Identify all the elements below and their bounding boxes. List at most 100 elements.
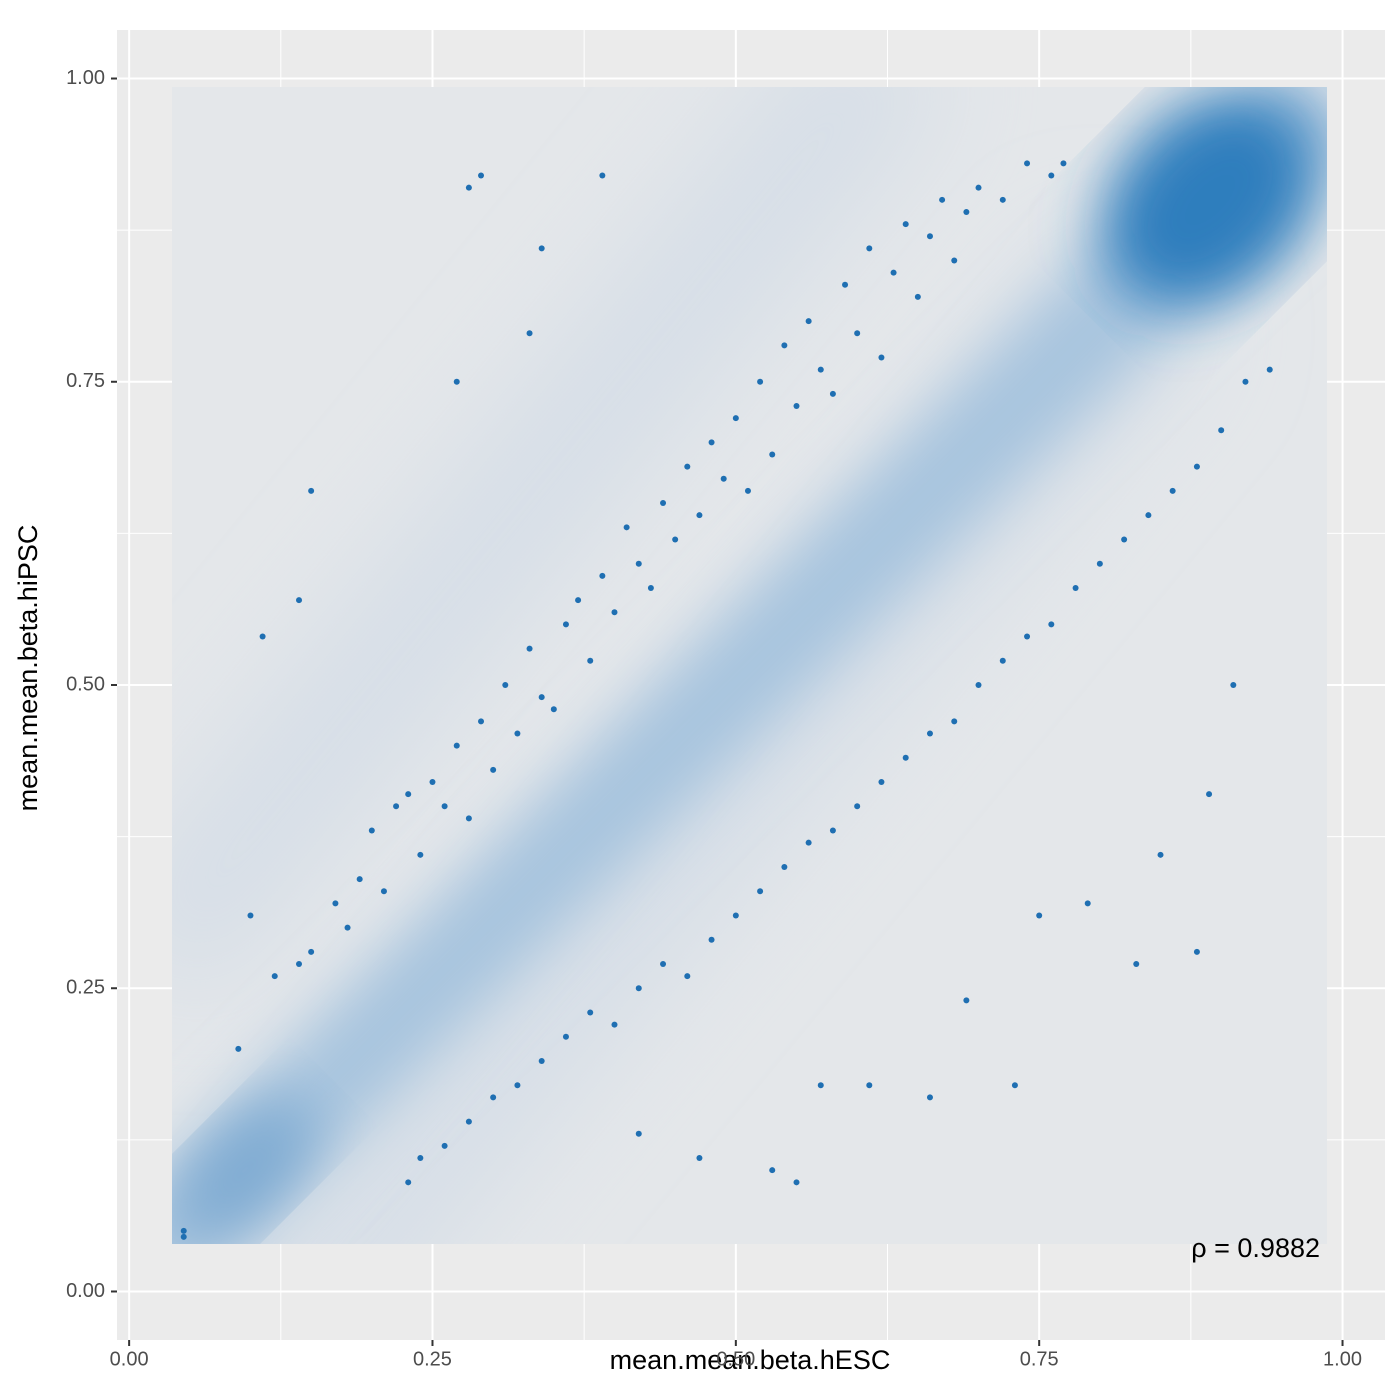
y-tick-label: 0.00 [66, 1280, 105, 1302]
point [1121, 536, 1128, 543]
point [635, 1130, 642, 1137]
point [660, 500, 667, 507]
point [684, 463, 691, 470]
x-tick-label: 0.50 [716, 1348, 755, 1370]
point [587, 657, 594, 664]
point [490, 766, 497, 773]
point [963, 997, 970, 1004]
point [380, 888, 387, 895]
point [817, 366, 824, 373]
point [684, 973, 691, 980]
point [1218, 427, 1225, 434]
point [611, 609, 618, 616]
point [926, 730, 933, 737]
point [344, 924, 351, 931]
point [1072, 584, 1079, 591]
point [805, 839, 812, 846]
point [732, 912, 739, 919]
point [259, 633, 266, 640]
point [296, 597, 303, 604]
point [538, 1058, 545, 1065]
point [829, 827, 836, 834]
point [793, 403, 800, 410]
point [1024, 633, 1031, 640]
point [902, 221, 909, 228]
point [514, 1082, 521, 1089]
point [599, 572, 606, 579]
point [854, 330, 861, 337]
point [235, 1045, 242, 1052]
point [465, 1118, 472, 1125]
point [696, 1155, 703, 1162]
y-axis-title: mean.mean.beta.hiPSC [13, 525, 43, 812]
density-upper [172, 87, 952, 1005]
point [708, 439, 715, 446]
point [744, 487, 751, 494]
point [732, 415, 739, 422]
point [1048, 621, 1055, 628]
point [708, 936, 715, 943]
point [417, 851, 424, 858]
point [781, 863, 788, 870]
y-tick-label: 0.25 [66, 977, 105, 999]
point [623, 524, 630, 531]
point [1145, 512, 1152, 519]
point [429, 779, 436, 786]
point [1060, 160, 1067, 167]
point [793, 1179, 800, 1186]
point [490, 1094, 497, 1101]
point [417, 1155, 424, 1162]
point [1036, 912, 1043, 919]
x-tick-label: 0.75 [1020, 1348, 1059, 1370]
point [757, 888, 764, 895]
point [975, 184, 982, 191]
point [890, 269, 897, 276]
point [502, 682, 509, 688]
point [368, 827, 375, 834]
point [478, 172, 485, 179]
point [842, 281, 849, 288]
point [180, 1233, 187, 1240]
point [538, 245, 545, 252]
point [441, 1142, 448, 1149]
point [587, 1009, 594, 1016]
density-diagonal [172, 87, 1327, 1244]
point [720, 475, 727, 482]
point [647, 584, 654, 591]
point [975, 682, 982, 688]
point [902, 754, 909, 761]
point [999, 196, 1006, 203]
annotation: ρ = 0.9882 [1191, 1233, 1320, 1263]
point [951, 257, 958, 264]
point [526, 330, 533, 337]
point [878, 354, 885, 361]
point [1169, 487, 1176, 494]
points [180, 160, 1273, 1240]
point [1084, 900, 1091, 907]
point [441, 803, 448, 810]
x-tick-label: 0.25 [413, 1348, 452, 1370]
point [781, 342, 788, 349]
point [1096, 560, 1103, 567]
point [405, 791, 412, 798]
point [332, 900, 339, 907]
point [1011, 1082, 1018, 1089]
point [672, 536, 679, 543]
point [951, 718, 958, 725]
y-tick-label: 0.75 [66, 370, 105, 392]
point [180, 1227, 187, 1234]
point [854, 803, 861, 810]
point [562, 621, 569, 628]
point [878, 779, 885, 786]
point [635, 560, 642, 567]
point [405, 1179, 412, 1186]
point [769, 451, 776, 458]
point [514, 730, 521, 737]
point [393, 803, 400, 810]
point [757, 378, 764, 385]
point [296, 960, 303, 967]
point [939, 196, 946, 203]
point [356, 876, 363, 883]
density-peak [1103, 93, 1317, 307]
